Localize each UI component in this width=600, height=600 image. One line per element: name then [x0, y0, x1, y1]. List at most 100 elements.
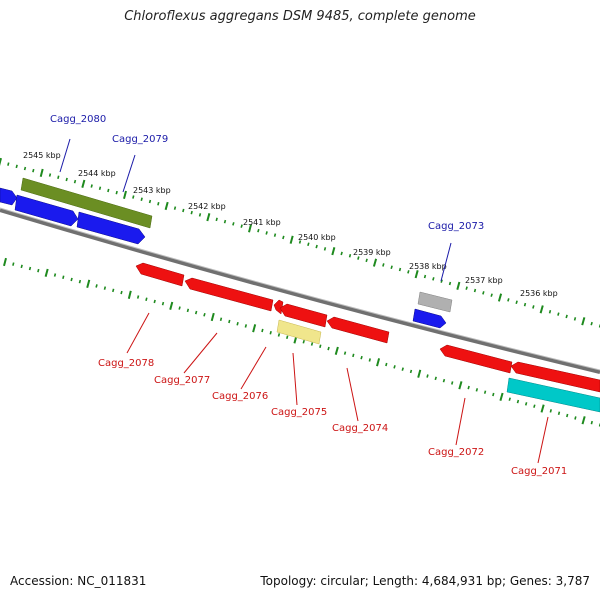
leader-line [292, 352, 298, 406]
gene-arrow-cagg-2079[interactable] [76, 211, 146, 245]
gene-arrow-cagg-2071[interactable] [506, 377, 600, 413]
minor-tick [277, 333, 281, 337]
minor-tick [178, 306, 181, 310]
minor-tick [407, 270, 410, 274]
gene-label-cagg-2078[interactable]: Cagg_2078 [98, 358, 154, 369]
major-tick [81, 179, 86, 188]
major-tick [539, 305, 544, 314]
minor-tick [186, 308, 190, 313]
leader-line [122, 154, 136, 193]
gene-label-cagg-2076[interactable]: Cagg_2076 [212, 391, 268, 402]
kbp-label: 2544 kbp [78, 169, 116, 178]
leader-line [455, 397, 466, 446]
minor-tick [273, 233, 277, 237]
minor-tick [95, 284, 98, 288]
minor-tick [319, 344, 322, 348]
major-tick [123, 190, 127, 199]
minor-tick [70, 277, 73, 282]
leader-line [440, 242, 452, 282]
minor-tick [426, 374, 429, 378]
accession-label: Accession: NC_011831 [10, 574, 147, 588]
minor-tick [261, 328, 264, 333]
gene-arrow-forward[interactable] [412, 308, 447, 329]
minor-tick [223, 219, 227, 224]
minor-tick [157, 202, 160, 206]
gene-label-cagg-2077[interactable]: Cagg_2077 [154, 375, 210, 386]
minor-tick [310, 342, 314, 346]
minor-tick [401, 367, 404, 371]
gene-label-cagg-2074[interactable]: Cagg_2074 [332, 423, 388, 434]
gene-arrow-cagg-2073[interactable] [417, 291, 453, 313]
minor-tick [315, 244, 318, 249]
minor-tick [120, 290, 123, 295]
gene-arrow-cagg-2075[interactable] [276, 319, 322, 345]
minor-tick [348, 254, 352, 258]
kbp-label: 2542 kbp [188, 202, 226, 211]
minor-tick [244, 324, 248, 328]
minor-tick [282, 235, 285, 240]
minor-tick [140, 197, 143, 201]
minor-tick [236, 322, 239, 326]
gene-arrow-cagg-2074[interactable] [326, 316, 390, 344]
major-tick [372, 258, 378, 267]
minor-tick [549, 409, 552, 413]
minor-tick [269, 331, 272, 335]
gene-label-cagg-2071[interactable]: Cagg_2071 [511, 466, 567, 477]
leader-line [59, 138, 71, 173]
minor-tick [53, 273, 57, 277]
minor-tick [451, 381, 454, 385]
minor-tick [448, 281, 452, 286]
minor-tick [482, 291, 485, 295]
gene-label-cagg-2075[interactable]: Cagg_2075 [271, 407, 327, 418]
minor-tick [65, 177, 68, 182]
leader-line [537, 416, 549, 464]
minor-tick [73, 179, 77, 184]
kbp-label: 2536 kbp [520, 289, 558, 298]
gene-label-cagg-2080[interactable]: Cagg_2080 [50, 114, 106, 125]
gene-arrow-cagg-2072[interactable] [439, 344, 513, 374]
minor-tick [112, 288, 115, 293]
major-tick [206, 213, 211, 222]
gene-arrow-reverse[interactable] [510, 361, 600, 393]
major-tick [376, 358, 381, 367]
minor-tick [98, 186, 102, 190]
minor-tick [215, 217, 218, 222]
minor-tick [15, 164, 18, 169]
gene-arrow-cagg-2080[interactable] [20, 177, 153, 229]
minor-tick [523, 302, 527, 307]
minor-tick [565, 314, 568, 319]
minor-tick [473, 288, 477, 293]
minor-tick [492, 392, 495, 397]
minor-tick [516, 399, 520, 404]
minor-tick [566, 413, 569, 418]
minor-tick [20, 264, 23, 269]
kbp-label: 2543 kbp [133, 186, 171, 195]
minor-tick [423, 274, 427, 279]
gene-arrow-cagg-2078[interactable] [135, 262, 185, 287]
minor-tick [515, 300, 518, 305]
upper-tick-track [0, 157, 600, 328]
minor-tick [145, 297, 148, 301]
gene-arrow-reverse[interactable] [279, 303, 328, 328]
major-tick [581, 317, 586, 326]
minor-tick [327, 346, 330, 351]
minor-tick [352, 353, 355, 358]
gene-label-cagg-2073[interactable]: Cagg_2073 [428, 221, 484, 232]
kbp-label: 2537 kbp [465, 276, 503, 285]
kbp-label: 2538 kbp [409, 262, 447, 271]
gene-label-cagg-2079[interactable]: Cagg_2079 [112, 134, 168, 145]
minor-tick [190, 210, 193, 215]
lower-tick-track [3, 257, 600, 427]
gene-arrow-cagg-2077[interactable] [184, 277, 274, 312]
minor-tick [257, 228, 260, 233]
minor-tick [28, 266, 32, 271]
minor-tick [302, 339, 305, 344]
gene-arrow-forward[interactable] [0, 187, 18, 206]
gene-label-cagg-2072[interactable]: Cagg_2072 [428, 447, 484, 458]
gene-arrow-forward[interactable] [14, 194, 79, 227]
gene-arrow-cagg-2076[interactable] [273, 299, 284, 315]
minor-tick [203, 312, 206, 317]
major-tick [248, 224, 252, 233]
minor-tick [182, 208, 185, 213]
